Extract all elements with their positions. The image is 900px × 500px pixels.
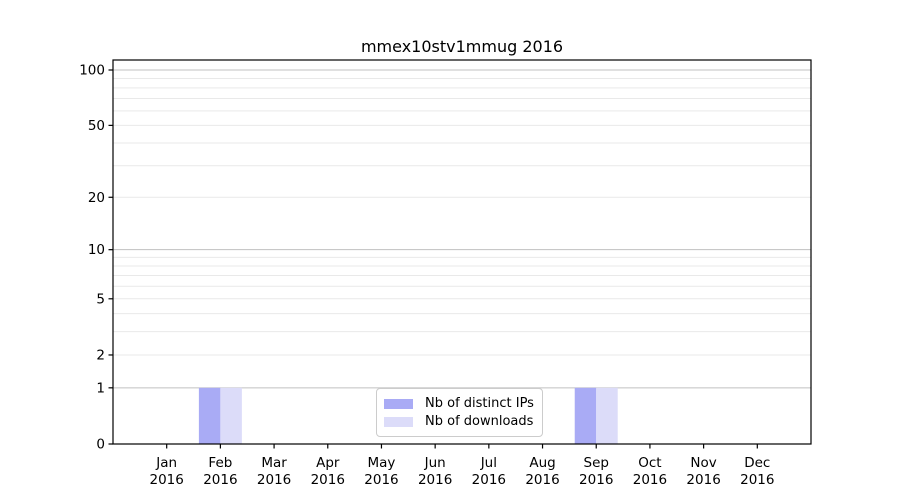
legend-swatch-downloads bbox=[384, 416, 413, 427]
x-tick-label-month: Aug bbox=[529, 455, 555, 471]
y-tick-label: 0 bbox=[96, 437, 105, 453]
y-tick-label: 20 bbox=[88, 190, 105, 206]
bar-distinct-ips bbox=[198, 387, 221, 444]
x-tick-label-year: 2016 bbox=[740, 472, 774, 488]
legend-label-distinct-ips: Nb of distinct IPs bbox=[425, 396, 534, 411]
x-tick-label-month: Mar bbox=[261, 455, 287, 471]
x-tick-label-month: May bbox=[368, 455, 396, 471]
y-tick-label: 10 bbox=[88, 242, 105, 258]
y-tick-label: 2 bbox=[96, 347, 105, 363]
y-tick-label: 5 bbox=[96, 291, 105, 307]
legend: Nb of distinct IPs Nb of downloads bbox=[376, 388, 543, 437]
x-tick-label-month: Sep bbox=[584, 455, 609, 471]
x-tick-label-year: 2016 bbox=[418, 472, 452, 488]
x-tick-label-year: 2016 bbox=[472, 472, 506, 488]
x-tick-label-year: 2016 bbox=[364, 472, 398, 488]
x-tick-label-year: 2016 bbox=[525, 472, 559, 488]
x-tick-label-year: 2016 bbox=[150, 472, 184, 488]
y-tick-label: 50 bbox=[88, 118, 105, 134]
x-tick-label-year: 2016 bbox=[311, 472, 345, 488]
x-tick-label-month: Nov bbox=[690, 455, 716, 471]
x-tick-label-month: Jun bbox=[424, 455, 446, 471]
x-tick-label-year: 2016 bbox=[633, 472, 667, 488]
y-tick-label: 100 bbox=[79, 63, 105, 79]
legend-swatch-distinct-ips bbox=[384, 398, 413, 409]
legend-item-distinct-ips: Nb of distinct IPs bbox=[384, 396, 534, 411]
bar-downloads bbox=[220, 387, 242, 444]
x-tick-label-month: Jul bbox=[480, 455, 497, 471]
y-tick-label: 1 bbox=[96, 380, 105, 396]
legend-item-downloads: Nb of downloads bbox=[384, 414, 534, 429]
chart-title: mmex10stv1mmug 2016 bbox=[360, 37, 564, 56]
plot-border bbox=[112, 59, 812, 445]
legend-label-downloads: Nb of downloads bbox=[425, 414, 534, 429]
x-tick-label-month: Oct bbox=[638, 455, 661, 471]
x-tick-label-year: 2016 bbox=[579, 472, 613, 488]
bar-distinct-ips bbox=[574, 387, 597, 444]
x-tick-label-year: 2016 bbox=[257, 472, 291, 488]
x-tick-label-year: 2016 bbox=[686, 472, 720, 488]
bar-downloads bbox=[596, 387, 618, 444]
x-tick-label-month: Apr bbox=[316, 455, 340, 471]
x-tick-label-month: Feb bbox=[208, 455, 232, 471]
x-tick-label-month: Dec bbox=[744, 455, 770, 471]
x-tick-label-month: Jan bbox=[155, 455, 177, 471]
x-tick-label-year: 2016 bbox=[203, 472, 237, 488]
